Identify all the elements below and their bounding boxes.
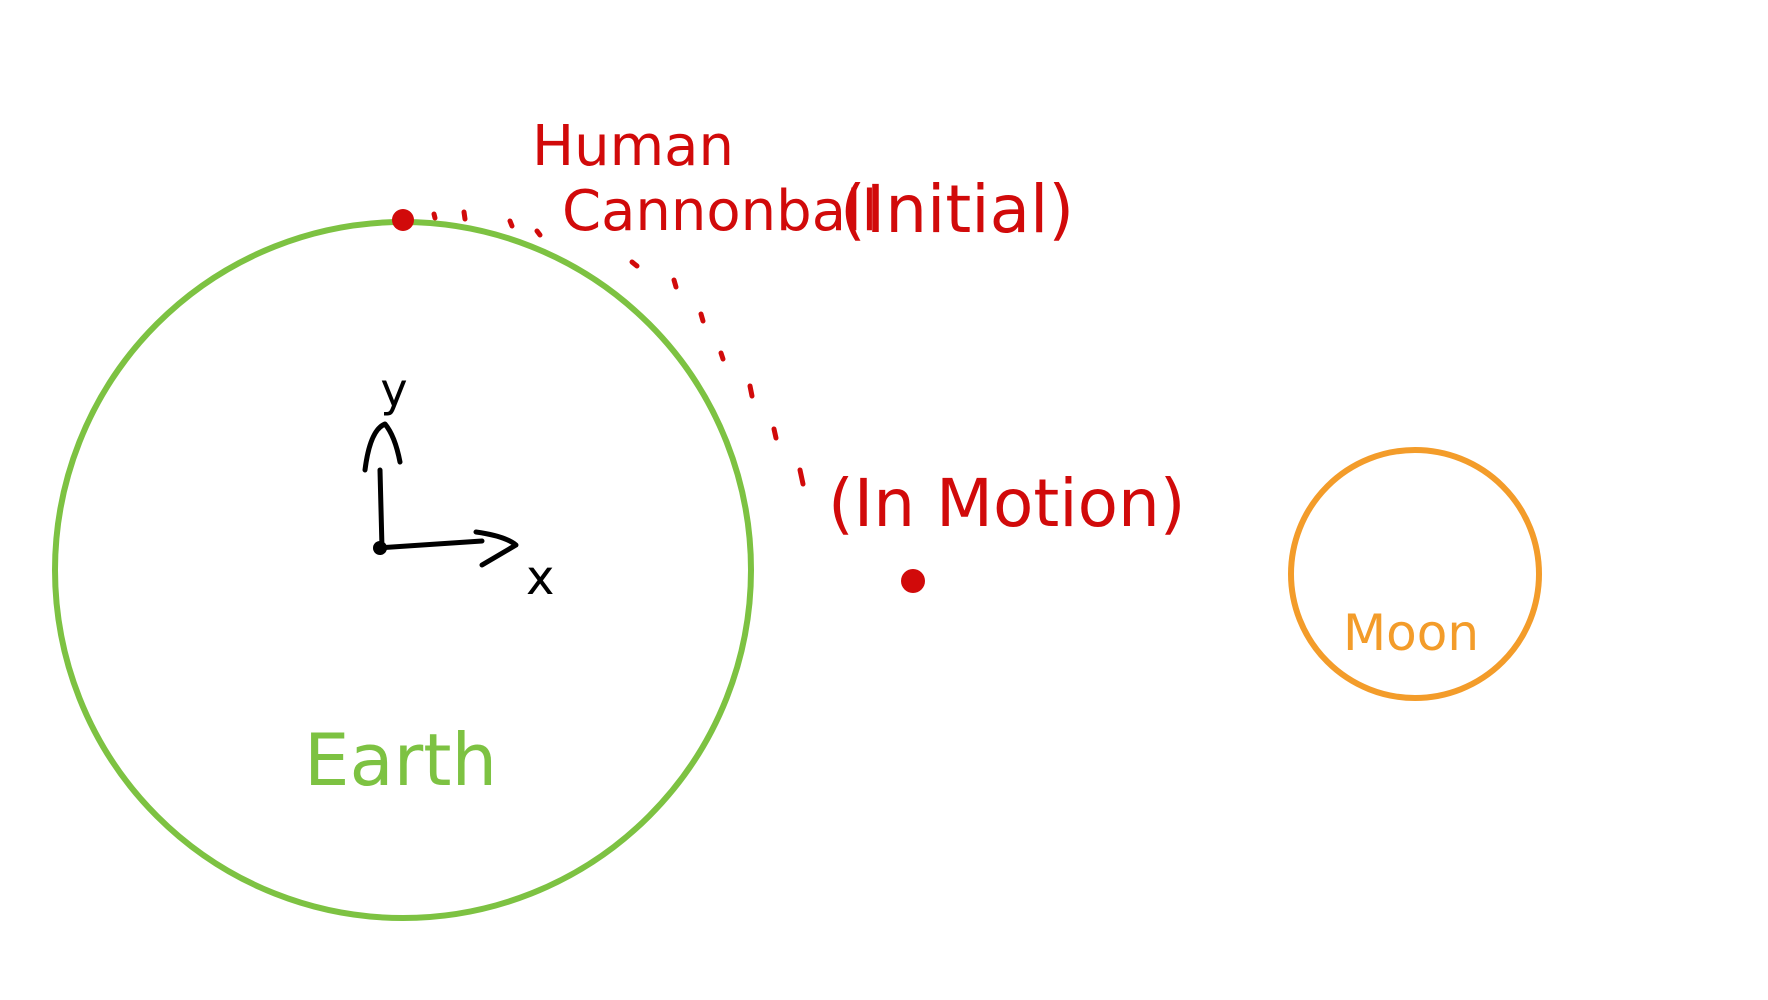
y-axis-label: y bbox=[380, 363, 407, 417]
cannonball-label-line2: Cannonball bbox=[562, 179, 877, 244]
y-axis-arrowhead bbox=[362, 421, 403, 473]
in-motion-label: (In Motion) bbox=[828, 465, 1186, 542]
moon-label: Moon bbox=[1343, 604, 1479, 662]
x-axis-label: x bbox=[526, 550, 554, 606]
cannonball-initial bbox=[392, 209, 414, 231]
cannonball-in-motion bbox=[901, 569, 925, 593]
x-axis-arrowhead bbox=[473, 529, 519, 568]
initial-label: (Initial) bbox=[840, 171, 1074, 248]
earth-circle bbox=[52, 219, 754, 921]
x-axis-line bbox=[375, 538, 485, 551]
axes-origin bbox=[373, 541, 387, 555]
earth-label: Earth bbox=[304, 718, 497, 802]
cannonball-label-line1: Human bbox=[532, 114, 734, 179]
coordinate-axes bbox=[362, 421, 519, 568]
cannonball-trajectory bbox=[431, 209, 806, 487]
y-axis-line bbox=[377, 467, 385, 551]
moon-circle bbox=[1288, 447, 1542, 701]
